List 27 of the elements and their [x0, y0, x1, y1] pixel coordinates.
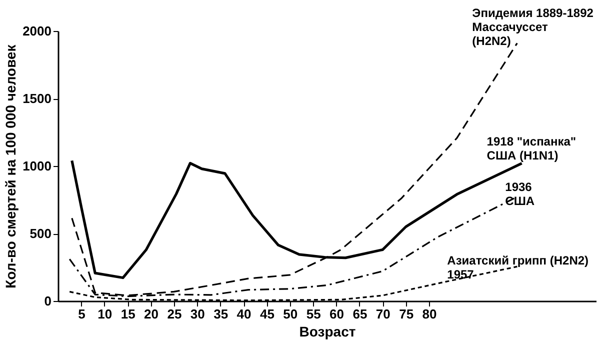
x-tick-label: 35: [214, 306, 228, 322]
series-label: 1918 "испанка" США (H1N1): [486, 134, 576, 162]
x-tick-label: 70: [376, 306, 390, 322]
y-tick-label: 500: [30, 226, 52, 241]
x-axis-title: Возраст: [299, 324, 356, 340]
x-tick-label: 30: [190, 306, 205, 322]
x-tick-label: 5: [78, 306, 86, 322]
x-tick-label: 10: [98, 306, 112, 322]
x-tick-label: 75: [399, 306, 414, 322]
x-tick-label: 50: [283, 306, 298, 322]
y-tick-label: 1000: [22, 158, 52, 174]
y-axis-title: Кол-во смертей на 100 000 человек: [2, 44, 19, 288]
x-tick-label: 55: [306, 306, 321, 322]
x-tick-label: 20: [144, 306, 158, 322]
series-label: 1936 США: [505, 180, 535, 208]
series-label: Азиатский грипп (H2N2) 1957: [447, 254, 589, 282]
x-tick-label: 65: [352, 306, 368, 322]
y-tick-label: 1500: [22, 91, 52, 106]
x-tick-label: 40: [236, 306, 252, 322]
x-tick-label: 45: [260, 306, 274, 322]
x-tick-label: 25: [167, 306, 182, 322]
x-tick-label: 60: [330, 306, 344, 322]
y-tick-label: 2000: [22, 24, 52, 38]
y-tick-label: 0: [44, 294, 52, 308]
series-label: Эпидемия 1889-1892 Массачуссет (H2N2): [472, 6, 594, 48]
x-tick-label: 80: [422, 306, 437, 322]
x-tick-label: 15: [120, 306, 136, 322]
